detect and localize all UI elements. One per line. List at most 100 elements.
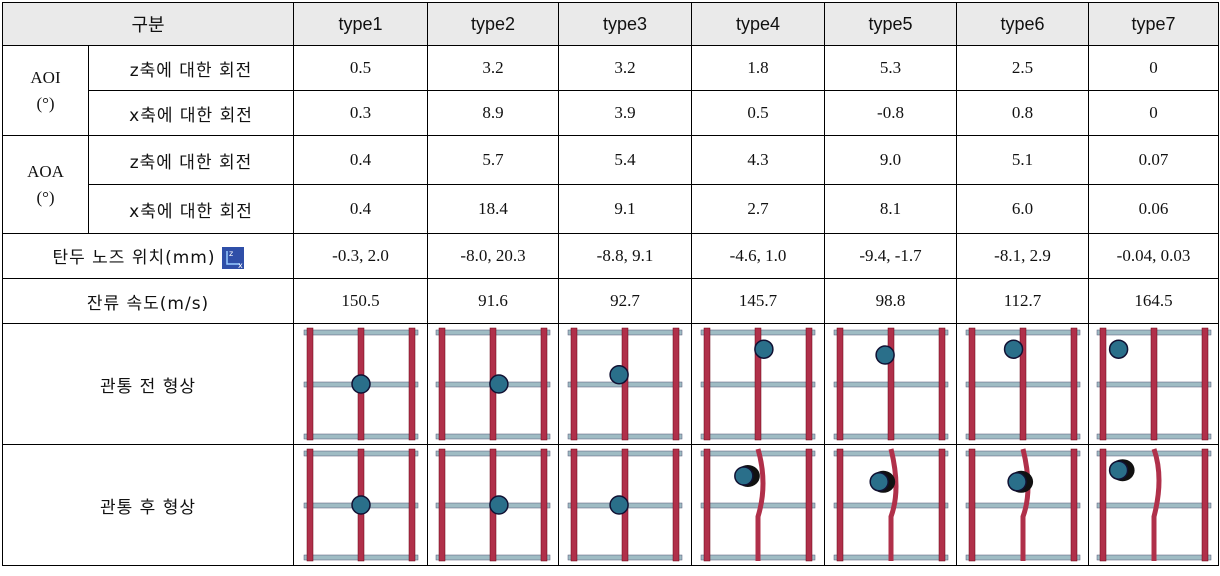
row: 관통 후 형상 [3, 445, 1219, 566]
rebar-vertical [837, 449, 843, 561]
image-cell [1089, 324, 1219, 445]
cell: 5.4 [559, 136, 692, 185]
image-cell [957, 445, 1089, 566]
cell: 0.5 [692, 91, 825, 136]
image-cell [957, 324, 1089, 445]
cell: 0.5 [294, 46, 428, 91]
row-label: z축에 대한 회전 [89, 136, 294, 185]
rebar-vertical [571, 449, 577, 561]
rebar-vertical [704, 328, 710, 440]
row-label: 잔류 속도(m/s) [3, 279, 294, 324]
icon-x: x [238, 261, 244, 269]
rebar-vertical [673, 328, 679, 440]
projectile [352, 375, 370, 393]
cell: 5.3 [825, 46, 957, 91]
row-label: x축에 대한 회전 [89, 91, 294, 136]
projectile [1109, 340, 1127, 358]
group-cell: AOA(°) [3, 136, 89, 234]
header-cell: type6 [957, 3, 1089, 46]
cell: -9.4, -1.7 [825, 234, 957, 279]
group-label: AOA [3, 159, 88, 185]
image-cell [559, 445, 692, 566]
cell: -4.6, 1.0 [692, 234, 825, 279]
simulation-image [1095, 447, 1213, 563]
rebar-horizontal [834, 503, 948, 508]
rebar-vertical [1071, 328, 1077, 440]
cell: 8.1 [825, 185, 957, 234]
rebar-vertical [888, 328, 894, 440]
header-cell: 구분 [3, 3, 294, 46]
cell: 2.5 [957, 46, 1089, 91]
simulation-image [302, 326, 420, 442]
cell: 2.7 [692, 185, 825, 234]
cell: -0.8 [825, 91, 957, 136]
cell: -0.3, 2.0 [294, 234, 428, 279]
simulation-image [832, 447, 950, 563]
rebar-vertical [571, 328, 577, 440]
rebar-vertical [1202, 449, 1208, 561]
rebar-vertical [1100, 328, 1106, 440]
axis-icon: zx [222, 247, 244, 269]
page: {"table": { "header": ["구분", "type1", "t… [0, 0, 1220, 576]
simulation-image [566, 326, 684, 442]
rebar-vertical [439, 328, 445, 440]
cell: 0 [1089, 91, 1219, 136]
cell: 98.8 [825, 279, 957, 324]
projectile [352, 496, 370, 514]
header-cell: type2 [428, 3, 559, 46]
rebar-vertical [1202, 328, 1208, 440]
cell: 9.1 [559, 185, 692, 234]
cell: 1.8 [692, 46, 825, 91]
cell: 18.4 [428, 185, 559, 234]
image-cell [294, 324, 428, 445]
simulation-image [699, 326, 817, 442]
cell: 0.4 [294, 185, 428, 234]
cell: 145.7 [692, 279, 825, 324]
cell: -0.04, 0.03 [1089, 234, 1219, 279]
cell: 0.3 [294, 91, 428, 136]
simulation-image [832, 326, 950, 442]
rebar-vertical [806, 449, 812, 561]
rebar-vertical [891, 449, 896, 561]
rebar-vertical [939, 449, 945, 561]
rebar-vertical [1023, 449, 1028, 561]
simulation-image [1095, 326, 1213, 442]
row-label: 관통 후 형상 [3, 445, 294, 566]
image-cell [428, 445, 559, 566]
cell: 91.6 [428, 279, 559, 324]
rebar-vertical [1154, 449, 1159, 561]
icon-z: z [229, 249, 234, 258]
cell: 3.2 [428, 46, 559, 91]
rebar-vertical [409, 449, 415, 561]
projectile [755, 340, 773, 358]
projectile [490, 375, 508, 393]
simulation-image [302, 447, 420, 563]
row: 관통 전 형상 [3, 324, 1219, 445]
cell: 3.2 [559, 46, 692, 91]
rebar-horizontal [966, 503, 1080, 508]
image-cell [692, 324, 825, 445]
projectile [1008, 473, 1026, 491]
simulation-image [434, 447, 552, 563]
header-cell: type1 [294, 3, 428, 46]
row-label-text: 탄두 노즈 위치(mm) [52, 248, 215, 268]
row-label: 관통 전 형상 [3, 324, 294, 445]
projectile [610, 366, 628, 384]
projectile [1004, 340, 1022, 358]
projectile [876, 346, 894, 364]
projectile [1109, 461, 1127, 479]
image-cell [825, 324, 957, 445]
cell: 8.9 [428, 91, 559, 136]
rebar-vertical [622, 328, 628, 440]
cell: 164.5 [1089, 279, 1219, 324]
rebar-vertical [969, 449, 975, 561]
cell: 150.5 [294, 279, 428, 324]
